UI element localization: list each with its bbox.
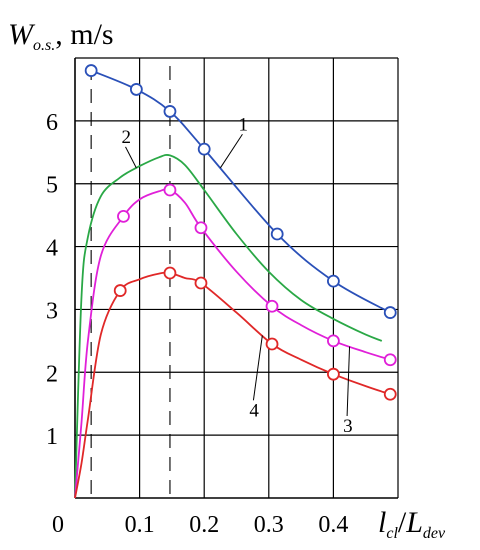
series-4-marker: [265, 337, 279, 351]
series-1-marker: [383, 306, 397, 319]
curve-label-leaders: 1 2 3 4: [122, 114, 353, 437]
y-tick-label: 2: [46, 361, 58, 387]
x-axis-num-symbol: l: [378, 506, 386, 539]
series-3-marker: [163, 183, 177, 197]
series-4-marker: [326, 367, 340, 381]
x-tick-label: 0.1: [125, 512, 155, 538]
y-axis-title: Wo.s., m/s: [8, 18, 114, 54]
series-3-marker: [194, 221, 208, 235]
series-4-marker: [113, 284, 127, 297]
y-tick-label: 3: [46, 298, 58, 324]
series-3-marker: [383, 353, 397, 367]
series-4: [74, 266, 397, 499]
curve-label-4: 4: [249, 400, 259, 421]
y-axis-unit: , m/s: [55, 18, 113, 51]
curve-label-leader: [219, 134, 243, 169]
series-1-marker: [270, 227, 284, 241]
plot-background: [75, 58, 398, 498]
series-1-marker: [84, 64, 98, 77]
x-axis-num-subscript: cl: [386, 525, 398, 542]
x-tick-label: 0.2: [189, 512, 219, 538]
series-4-marker: [383, 387, 397, 401]
curve-label-2: 2: [122, 127, 131, 148]
series-3: [74, 183, 397, 499]
x-axis-title: lcl/Ldev: [378, 506, 446, 542]
series-4-marker: [163, 266, 177, 280]
dashed-reference-lines: [90, 66, 171, 498]
x-tick-label: 0.3: [254, 512, 284, 538]
y-axis-symbol: W: [8, 18, 36, 51]
series-2-line: [74, 154, 383, 499]
curve-label-leader: [252, 335, 263, 401]
series-4-marker: [194, 276, 208, 290]
series-1-marker: [197, 142, 211, 156]
series-group: [74, 64, 397, 499]
curve-label-1: 1: [238, 114, 248, 135]
series-3-marker: [265, 299, 279, 313]
curve-label-leader: [346, 346, 351, 417]
y-tick-label: 1: [46, 424, 58, 450]
series-1-marker: [163, 105, 177, 118]
y-tick-label: 4: [46, 236, 58, 262]
plot-frame: [75, 58, 398, 498]
x-axis-separator: /: [398, 506, 407, 539]
y-axis-subscript: o.s.: [33, 37, 55, 54]
curve-label-leader: [125, 146, 137, 169]
series-3-marker: [326, 334, 340, 348]
y-tick-label: 6: [46, 110, 58, 136]
x-tick-label: 0: [52, 512, 64, 538]
curve-label-3: 3: [343, 416, 353, 437]
x-axis-den-symbol: L: [405, 506, 423, 539]
x-tick-label: 0.4: [318, 512, 348, 538]
y-tick-label: 5: [46, 173, 58, 199]
series-1: [84, 64, 397, 319]
series-1-marker: [129, 83, 143, 96]
axes: [74, 58, 398, 499]
tick-labels: 0 0.1 0.2 0.3 0.4 1 2 3 4 5 6: [46, 110, 348, 538]
x-axis-den-subscript: dev: [423, 525, 446, 542]
series-3-marker: [117, 209, 130, 223]
series-1-marker: [326, 274, 340, 288]
series-2: [74, 154, 383, 499]
